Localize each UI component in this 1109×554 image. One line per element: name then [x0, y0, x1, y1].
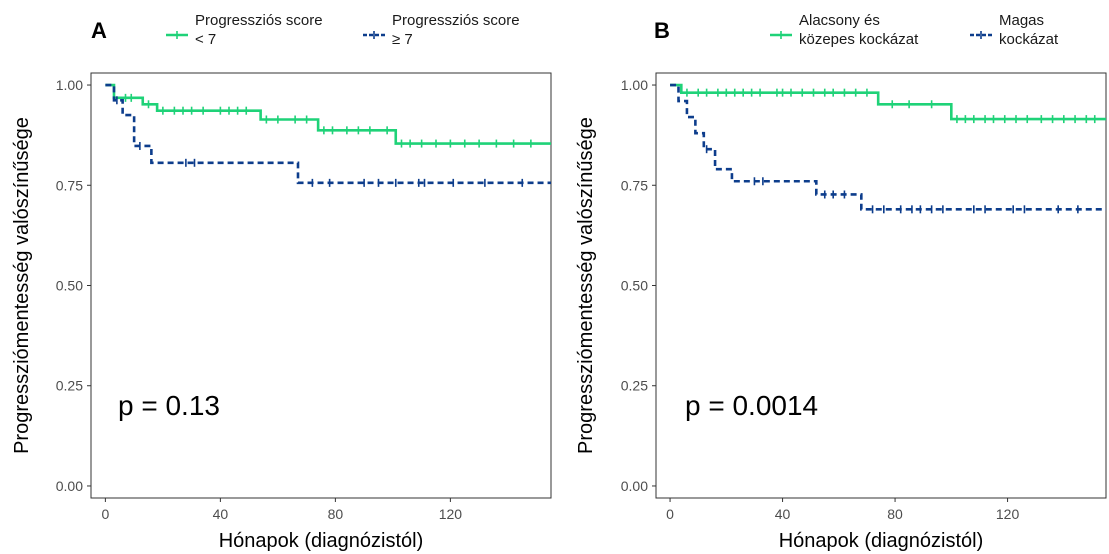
- legend-label: Progressziós score: [195, 12, 323, 29]
- chart-panel-b: B 0.00 0.25 0.50 0.75 1.00 0 40 80 120 Hónapok (di…: [575, 12, 1107, 552]
- p-value-annotation: p = 0.13: [118, 390, 220, 421]
- y-tick-label: 0.25: [56, 378, 83, 394]
- y-axis-title: Progressziómentesség valószínűsége: [575, 117, 597, 454]
- y-axis-title: Progressziómentesség valószínűsége: [11, 117, 33, 454]
- legend-label: közepes kockázat: [799, 31, 919, 48]
- series-0: [670, 83, 1106, 124]
- x-tick-label: 0: [666, 506, 674, 522]
- p-value-annotation: p = 0.0014: [685, 390, 818, 421]
- y-tick-label: 0.50: [56, 278, 83, 294]
- x-axis-title: Hónapok (diagnózistól): [779, 530, 984, 552]
- legend-item-1: Progressziós score ≥ 7: [363, 12, 520, 48]
- panel-label: B: [654, 18, 670, 43]
- series-1: [670, 83, 1106, 214]
- survival-curve: [105, 83, 551, 185]
- y-tick-label: 1.00: [56, 77, 83, 93]
- survival-curve: [670, 83, 1106, 121]
- x-tick-label: 80: [887, 506, 903, 522]
- y-tick-label: 0.75: [621, 177, 648, 193]
- legend-label: < 7: [195, 31, 216, 48]
- x-axis-title: Hónapok (diagnózistól): [219, 530, 424, 552]
- panel-label: A: [91, 18, 107, 43]
- series-0: [105, 83, 551, 148]
- legend-item-1: Magas kockázat: [970, 12, 1059, 48]
- legend-label: Progressziós score: [392, 12, 520, 29]
- y-tick-label: 0.75: [56, 177, 83, 193]
- x-tick-label: 120: [439, 506, 463, 522]
- plot-border: [90, 72, 552, 499]
- series-1: [105, 83, 551, 187]
- x-tick-label: 40: [775, 506, 791, 522]
- y-tick-label: 0.50: [621, 278, 648, 294]
- y-tick-label: 1.00: [621, 77, 648, 93]
- y-tick-label: 0.00: [621, 478, 648, 494]
- legend-label: Magas: [999, 12, 1044, 29]
- survival-curve: [670, 83, 1106, 211]
- x-tick-label: 0: [101, 506, 109, 522]
- legend-label: ≥ 7: [392, 31, 413, 48]
- survival-curve: [105, 83, 551, 145]
- x-tick-label: 80: [328, 506, 344, 522]
- chart-panel-a: A 0.00 0.25 0.50 0.75 1.00 0 40 80 120 Hónapok (di…: [11, 12, 552, 552]
- plot-border: [655, 72, 1107, 499]
- legend-label: Alacsony és: [799, 12, 880, 29]
- legend-label: kockázat: [999, 31, 1059, 48]
- y-tick-label: 0.00: [56, 478, 83, 494]
- x-tick-label: 40: [213, 506, 229, 522]
- y-tick-label: 0.25: [621, 378, 648, 394]
- legend-item-0: Progressziós score < 7: [166, 12, 323, 48]
- legend-item-0: Alacsony és közepes kockázat: [770, 12, 919, 48]
- x-tick-label: 120: [996, 506, 1020, 522]
